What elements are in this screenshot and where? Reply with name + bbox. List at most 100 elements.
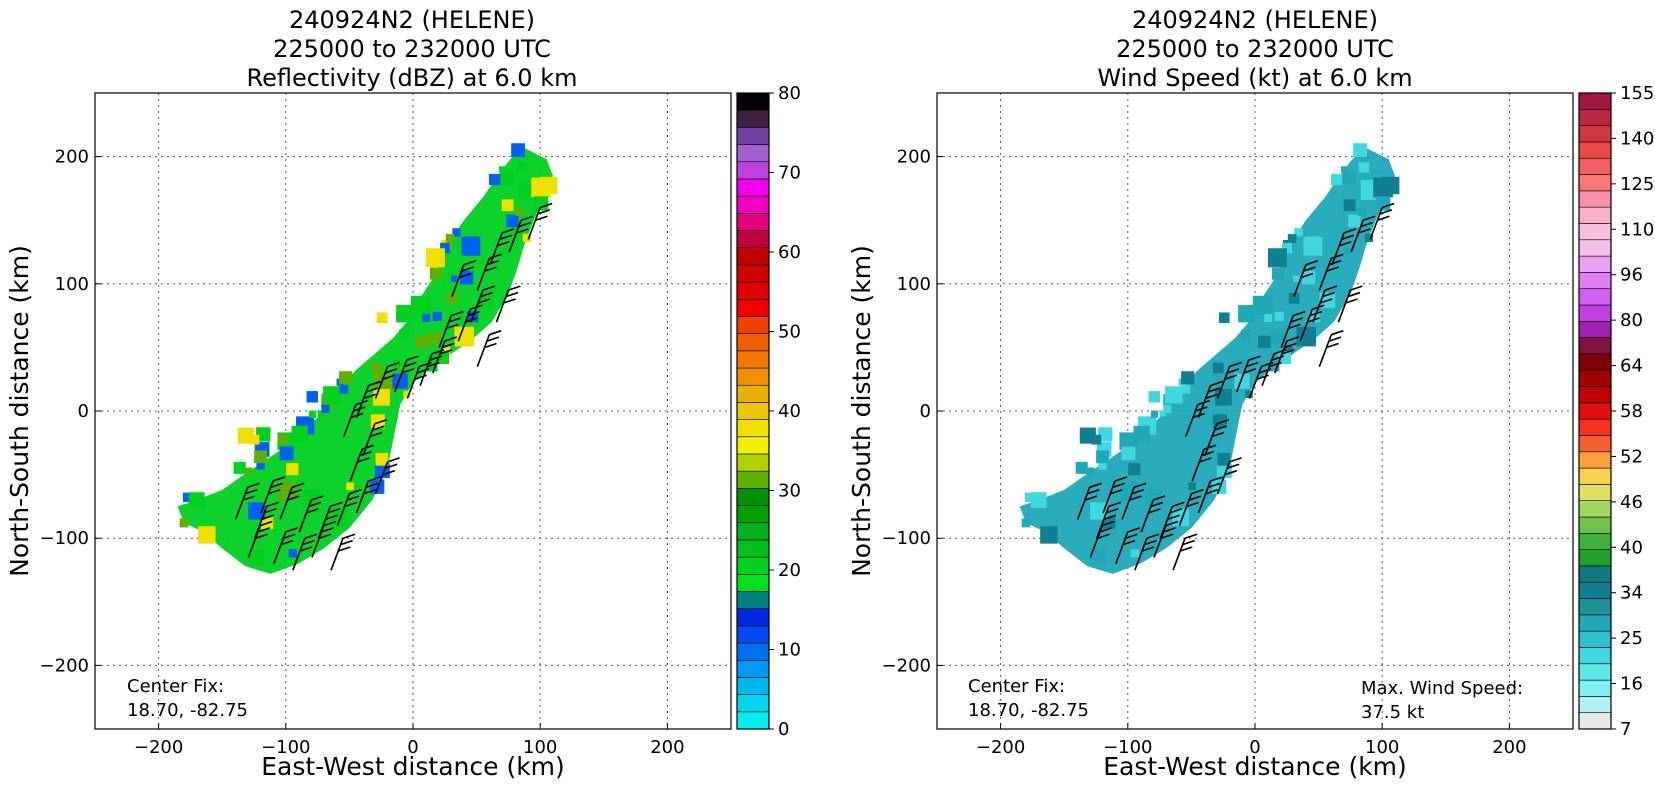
wind-barb: [279, 482, 305, 520]
reflectivity-x-axis-label: East-West distance (km): [261, 752, 565, 781]
wind-barb: [1134, 533, 1160, 571]
echo-patch: [1294, 228, 1303, 237]
echo-patch: [254, 450, 267, 464]
echo-patch: [1163, 404, 1172, 413]
colorbar-segment: [1578, 353, 1612, 371]
colorbar-segment: [1578, 647, 1612, 665]
echo-patch: [277, 434, 289, 445]
wind-x-ticks: −200 −100 0 100 200: [976, 723, 1527, 758]
colorbar-tick-label: 40: [1620, 537, 1643, 558]
wind-barb: [1178, 488, 1204, 526]
wind-barb: [1216, 457, 1242, 495]
echo-region: [177, 146, 553, 574]
colorbar-tick-label: 30: [778, 481, 801, 502]
wind-barb: [1318, 253, 1344, 291]
colorbar-segment: [1578, 533, 1612, 550]
colorbar-segment: [1578, 581, 1612, 599]
echo-patch: [1030, 492, 1047, 508]
colorbar-segment: [736, 505, 770, 524]
reflectivity-x-ticks: −200 −100 0 100 200: [134, 723, 685, 758]
echo-patch: [256, 461, 265, 470]
wind-barb: [355, 380, 381, 418]
colorbar-segment: [736, 659, 770, 678]
colorbar-tick-label: 10: [778, 640, 801, 661]
echo-patch: [1343, 199, 1356, 212]
wind-center-fix-value: 18.70, -82.75: [968, 700, 1089, 721]
wind-barb: [1235, 355, 1261, 393]
colorbar-segment: [736, 333, 770, 352]
x-tick-label: 0: [1249, 737, 1260, 758]
colorbar-segment: [1578, 337, 1612, 355]
wind-barb: [1204, 418, 1230, 457]
echo-patch: [303, 489, 320, 507]
colorbar-segment: [1578, 516, 1612, 534]
echo-patch: [1234, 373, 1250, 389]
colorbar-segment: [736, 127, 770, 145]
wind-barb: [374, 457, 400, 495]
echo-patch: [233, 461, 246, 474]
colorbar-tick-label: 50: [778, 322, 801, 343]
reflectivity-y-axis-label: North-South distance (km): [5, 245, 34, 577]
wind-barb: [330, 533, 356, 571]
wind-barb: [273, 527, 299, 565]
colorbar-segment: [736, 419, 770, 438]
echo-patch: [370, 362, 382, 374]
wind-barb: [1318, 329, 1344, 367]
colorbar-segment: [736, 642, 770, 661]
colorbar-segment: [1578, 206, 1612, 224]
colorbar-segment: [736, 144, 770, 163]
echo-patch: [1181, 371, 1195, 385]
echo-patch: [502, 247, 510, 255]
colorbar-segment: [1578, 239, 1612, 257]
echo-patch: [1274, 311, 1284, 321]
echo-patch: [247, 548, 264, 566]
echo-patch: [1128, 463, 1141, 476]
echo-patch: [1098, 427, 1113, 442]
wind-barb: [1172, 533, 1198, 571]
colorbar-tick-label: 16: [1620, 674, 1643, 695]
echo-patch: [539, 176, 558, 195]
colorbar-tick-label: 52: [1620, 446, 1643, 467]
reflectivity-y-ticks: −200 −100 0 100 200: [40, 147, 101, 676]
echo-patch: [291, 425, 308, 443]
wind-y-axis-label: North-South distance (km): [847, 245, 876, 577]
echo-patch: [1096, 450, 1109, 464]
wind-barb: [1197, 476, 1223, 514]
wind-max-speed-label: Max. Wind Speed:: [1361, 678, 1523, 699]
echo-patch: [1364, 233, 1374, 243]
echo-patch: [428, 332, 441, 345]
echo-patch: [1348, 214, 1361, 228]
colorbar-segment: [1578, 614, 1612, 632]
colorbar-segment: [736, 488, 770, 506]
colorbar-tick-label: 80: [1620, 310, 1643, 331]
echo-region: [1019, 146, 1395, 574]
colorbar-segment: [736, 247, 770, 266]
y-tick-label: 0: [78, 401, 89, 422]
x-tick-label: −100: [1103, 737, 1152, 758]
colorbar-tick-label: 0: [778, 719, 789, 740]
colorbar-segment: [1578, 288, 1612, 306]
colorbar-segment: [1578, 190, 1612, 208]
x-tick-label: 200: [650, 737, 684, 758]
wind-barb: [253, 501, 279, 539]
echo-patch: [396, 305, 414, 323]
wind-barb: [1274, 336, 1300, 374]
reflectivity-title-line-3: Reflectivity (dBZ) at 6.0 km: [247, 64, 578, 92]
colorbar-segment: [736, 470, 770, 489]
echo-patch: [442, 346, 451, 355]
echo-patch: [1217, 453, 1231, 466]
x-tick-label: 0: [407, 737, 418, 758]
wind-barb: [1280, 310, 1306, 348]
reflectivity-center-fix-value: 18.70, -82.75: [127, 700, 248, 721]
echo-patch: [1330, 173, 1343, 186]
wind-barb: [374, 361, 400, 399]
echo-patch: [422, 314, 431, 323]
echo-patch: [410, 295, 431, 316]
colorbar-tick-label: 40: [778, 401, 801, 422]
echo-patch: [1342, 171, 1356, 185]
wind-barb: [432, 336, 458, 374]
reflectivity-center-fix-label: Center Fix:: [127, 676, 224, 697]
wind-center-fix-label: Center Fix:: [968, 676, 1065, 697]
colorbar-tick-label: 60: [778, 242, 801, 263]
echo-patch: [1270, 332, 1283, 345]
